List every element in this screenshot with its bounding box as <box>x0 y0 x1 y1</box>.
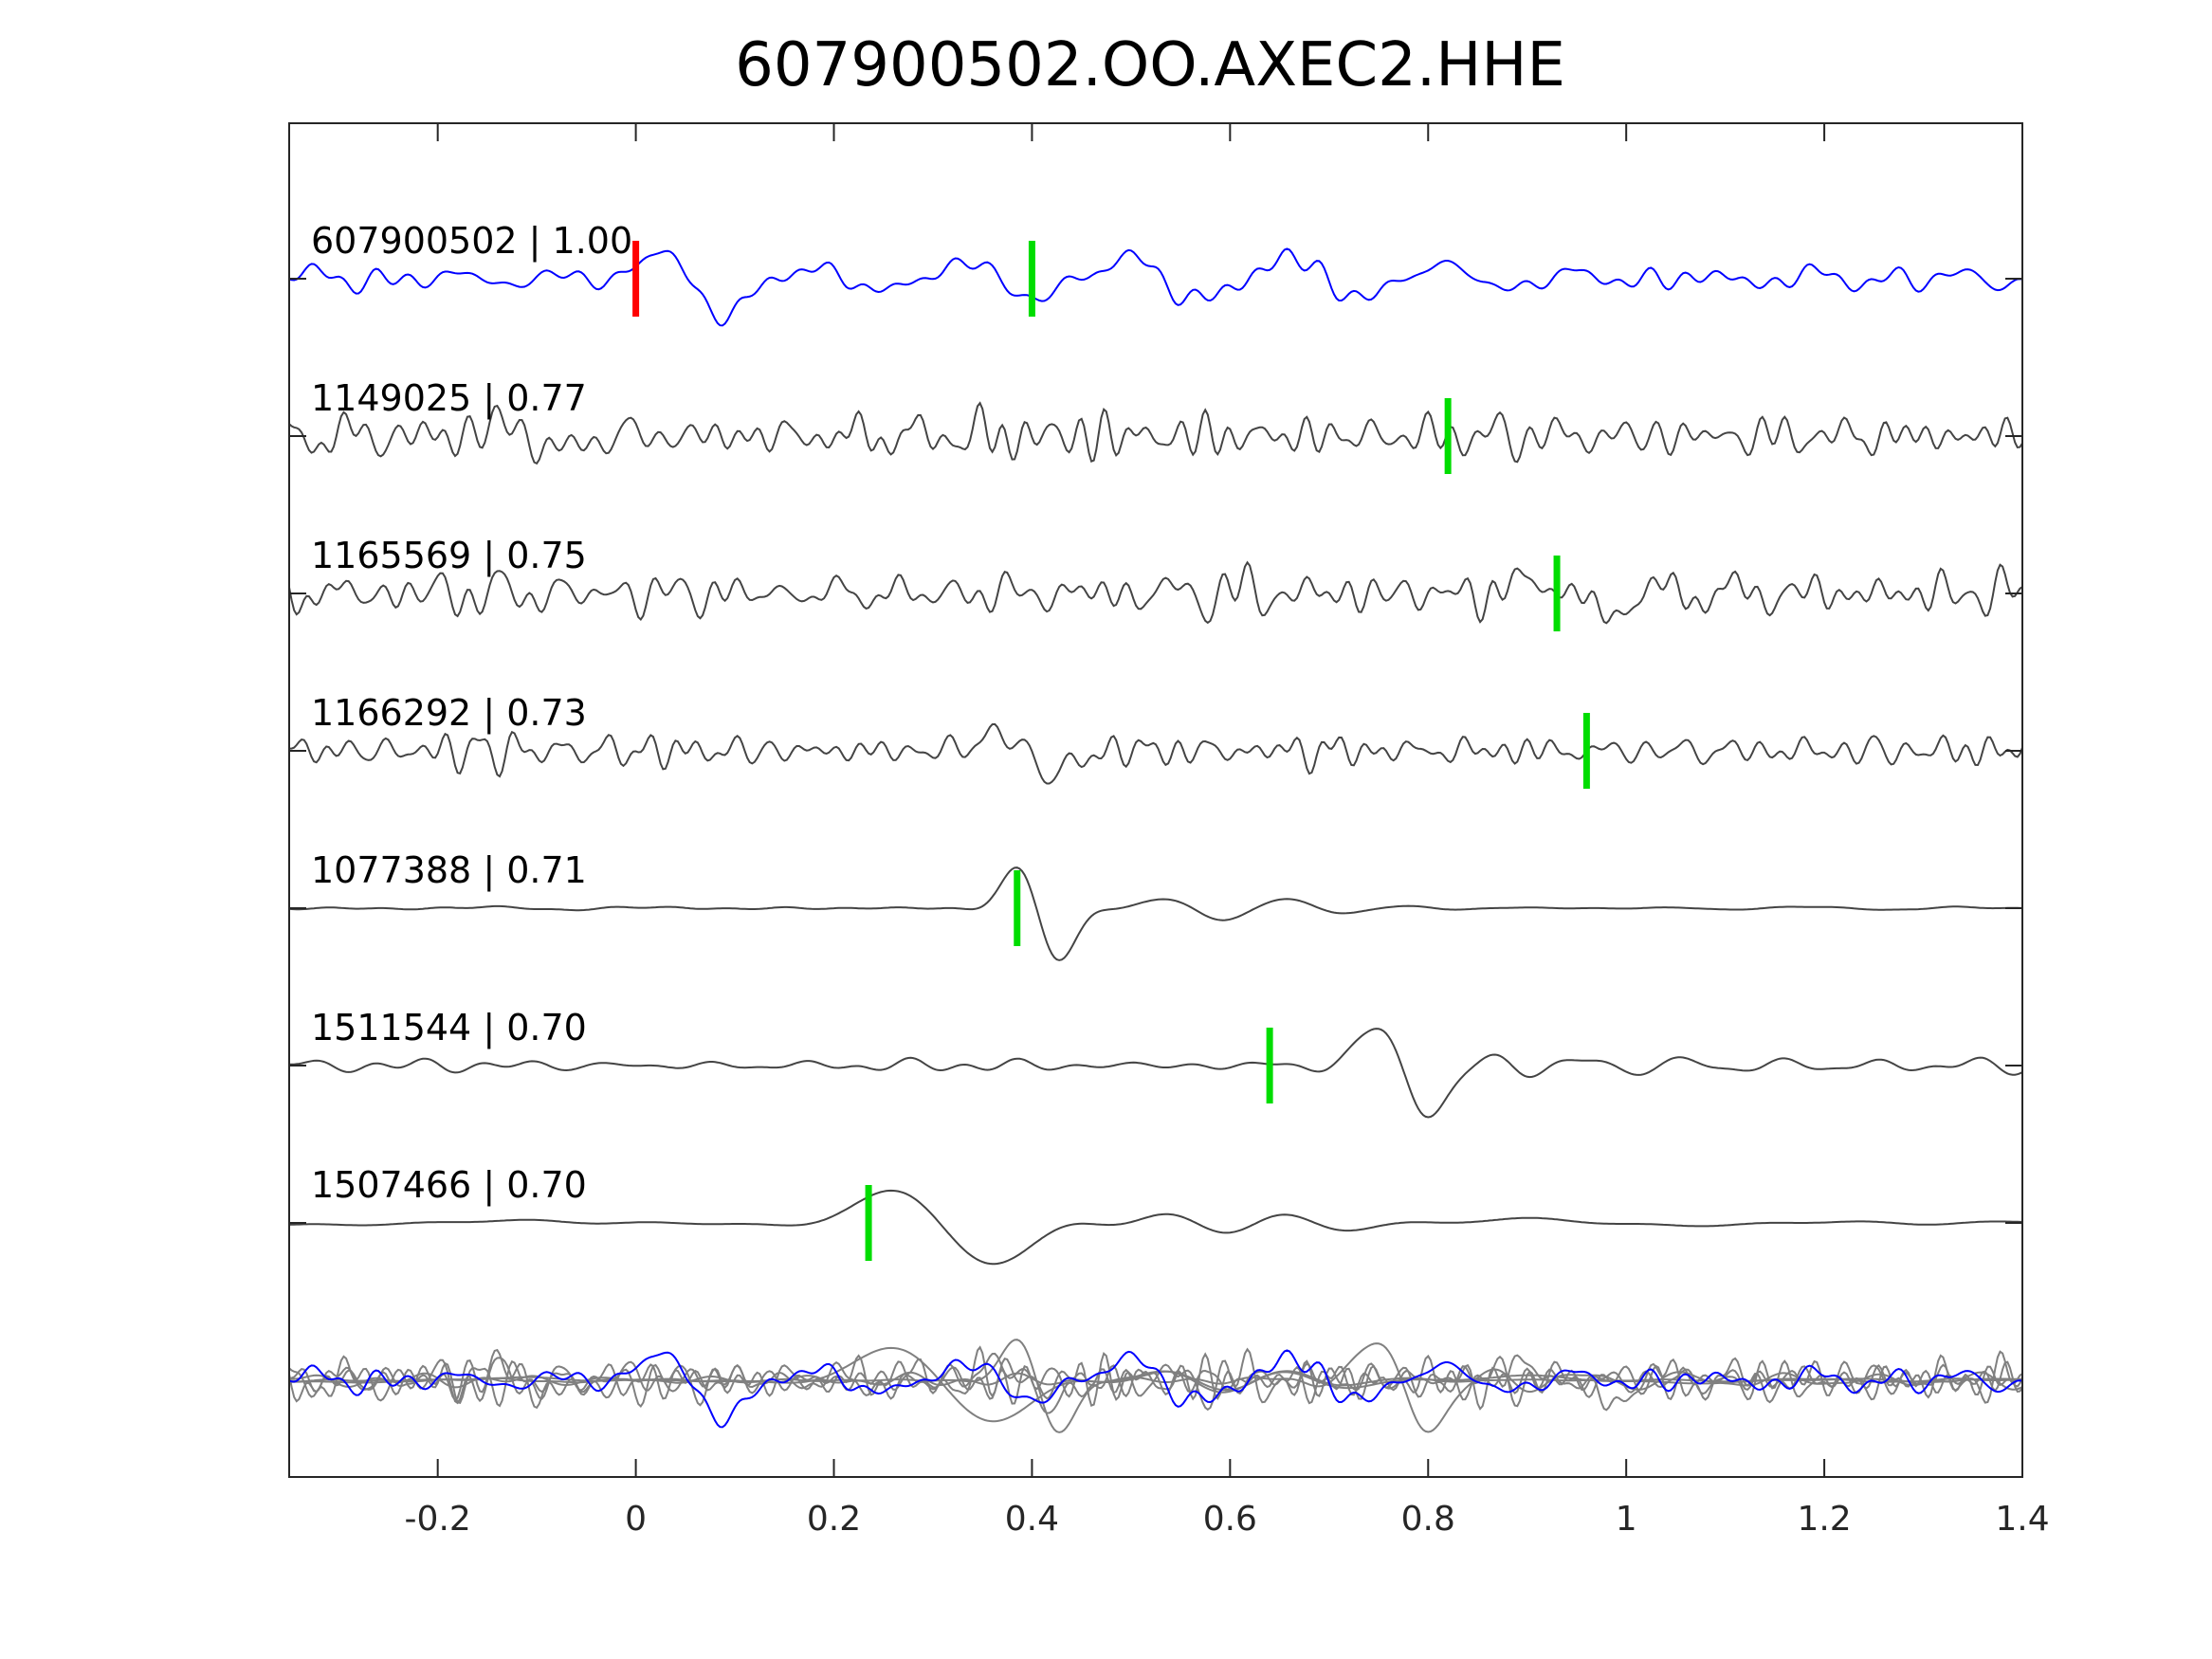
plot-frame <box>288 122 2023 1478</box>
overlay-waveform <box>289 1352 2023 1414</box>
trace-waveform <box>288 866 2022 961</box>
chart-title: 607900502.OO.AXEC2.HHE <box>735 30 1565 100</box>
x-axis-ticks: -0.2 0 0.2 0.4 0.6 0.8 1 1.2 1.4 <box>405 123 2050 1539</box>
overlay-waveform <box>288 1346 2022 1423</box>
trace-label: 1507466 | 0.70 <box>311 1164 587 1207</box>
trace-label: 1166292 | 0.73 <box>311 692 587 735</box>
trace-label: 607900502 | 1.00 <box>311 220 632 263</box>
trace-waveform <box>288 1189 2022 1266</box>
x-tick-label: 1 <box>1616 1500 1637 1539</box>
traces-group <box>288 247 2023 1266</box>
x-tick-label: 0.6 <box>1203 1500 1257 1539</box>
trace-label: 1511544 | 0.70 <box>311 1007 587 1049</box>
x-tick-label: 1.2 <box>1797 1500 1851 1539</box>
trace-label: 1165569 | 0.75 <box>311 535 587 577</box>
overlay-waveform <box>288 1342 2023 1433</box>
trace-waveform <box>288 560 2023 625</box>
trace-waveform <box>289 722 2023 785</box>
trace-label: 1077388 | 0.71 <box>311 849 587 892</box>
trace-waveform <box>288 401 2023 465</box>
x-tick-label: 1.4 <box>1995 1500 2049 1539</box>
x-tick-label: -0.2 <box>405 1500 471 1539</box>
trace-labels: 607900502 | 1.00 1149025 | 0.77 1165569 | … <box>311 220 632 1207</box>
x-tick-label: 0.8 <box>1401 1500 1455 1539</box>
overlay-master-waveform <box>288 1349 2023 1429</box>
x-tick-label: 0.4 <box>1005 1500 1059 1539</box>
overlay-group <box>288 1339 2023 1433</box>
trace-waveform <box>288 1028 2023 1119</box>
picks-group <box>632 241 1590 1261</box>
x-tick-label: 0.2 <box>807 1500 861 1539</box>
trace-waveform <box>288 247 2023 327</box>
trace-label: 1149025 | 0.77 <box>311 377 587 420</box>
x-tick-label: 0 <box>625 1500 647 1539</box>
